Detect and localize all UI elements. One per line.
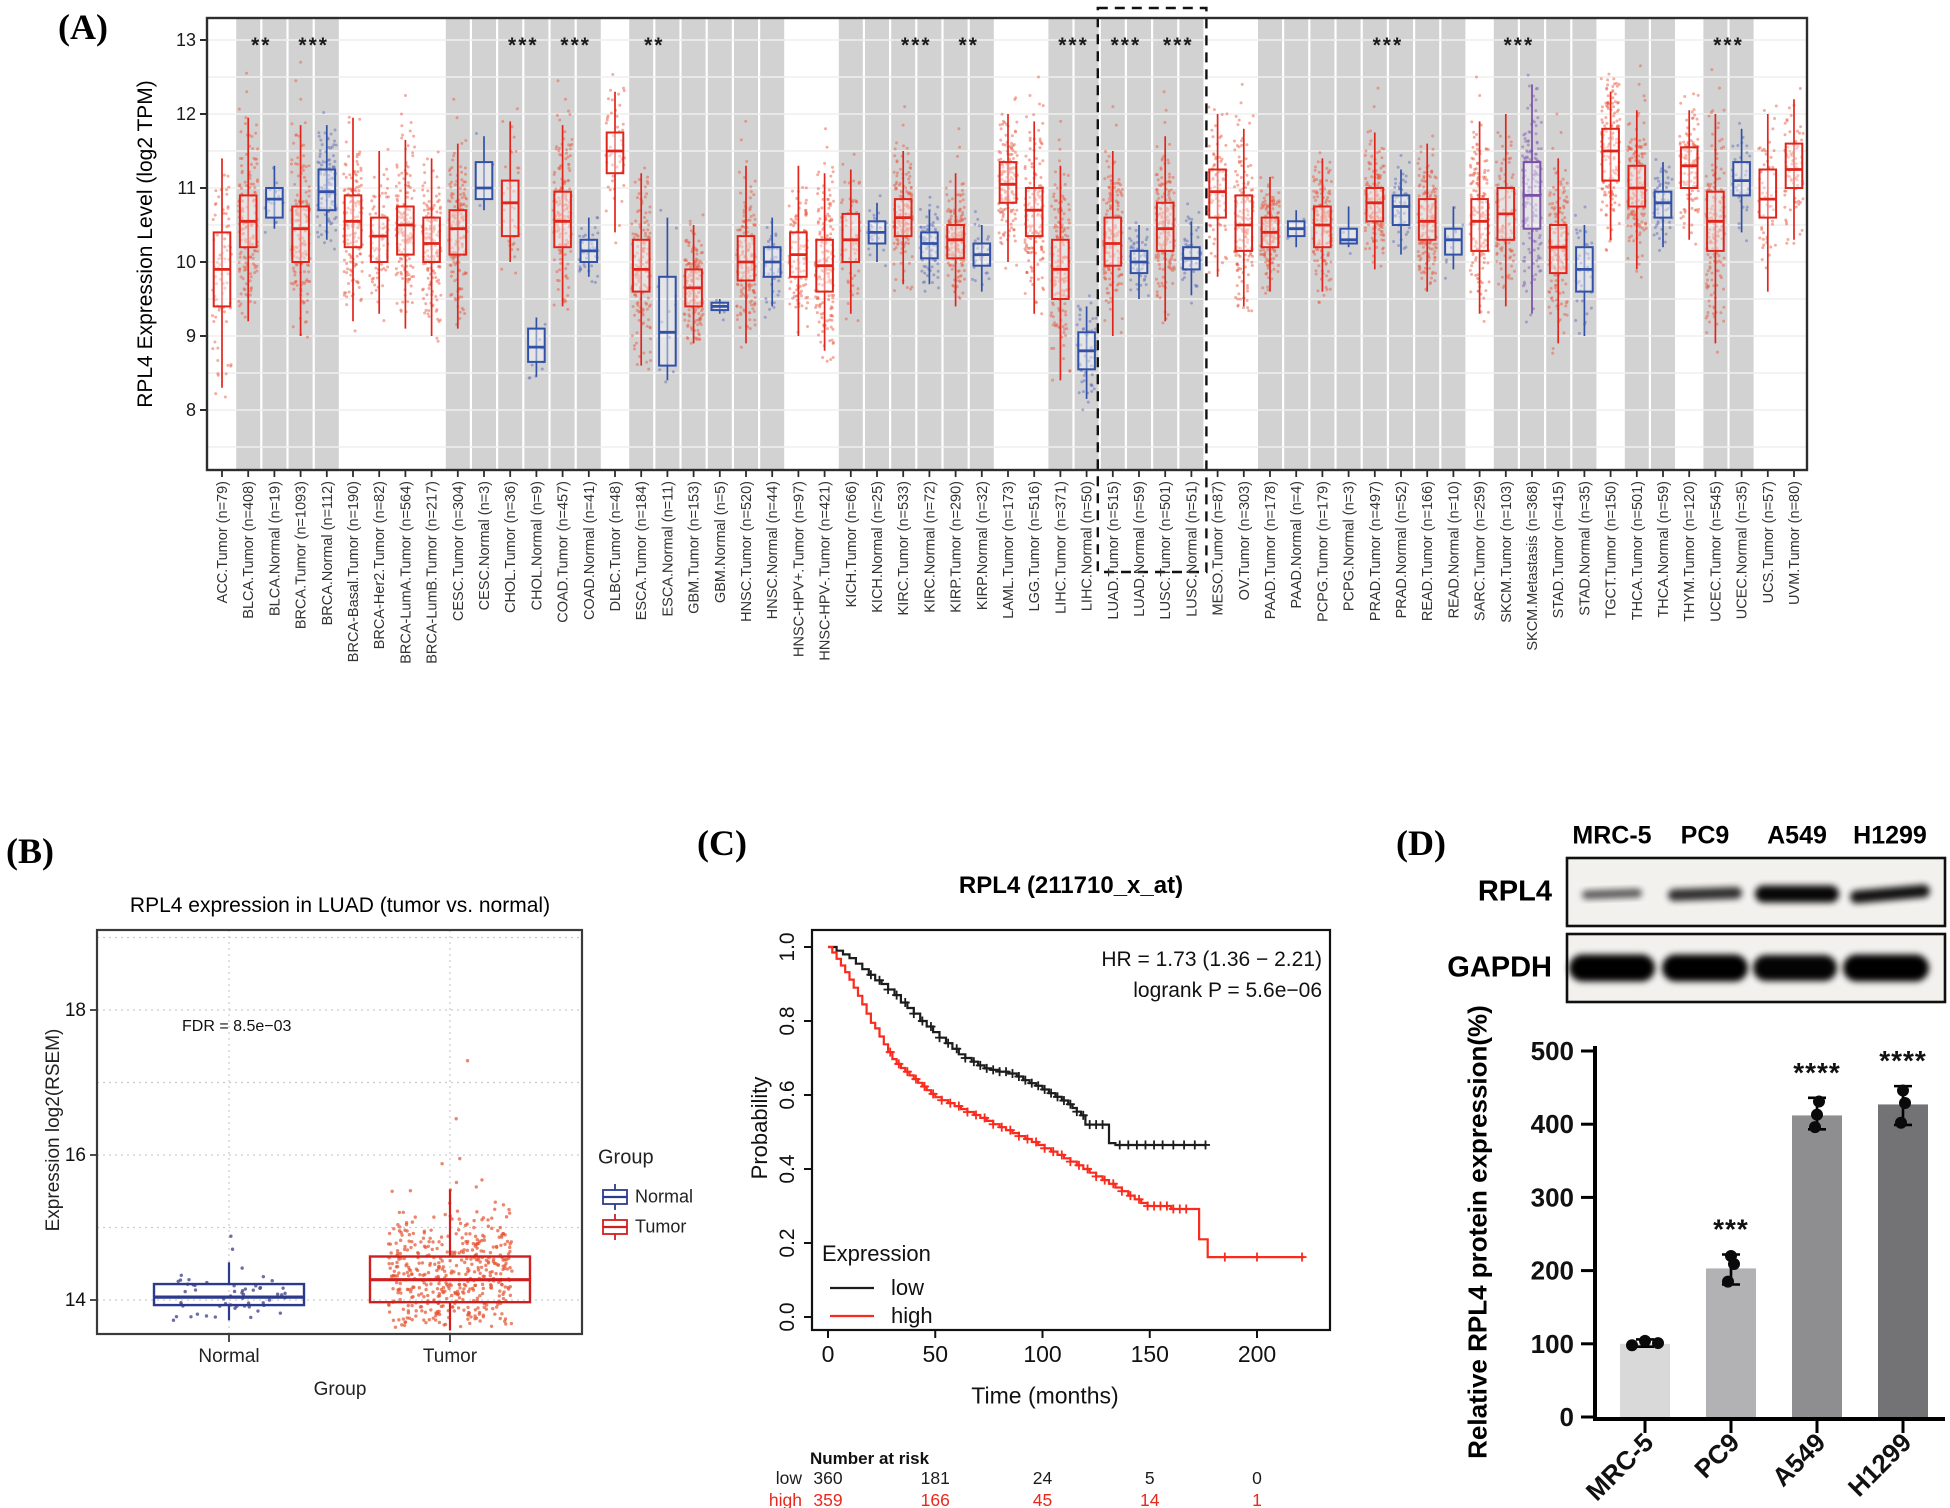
box-column-dots — [1547, 112, 1570, 355]
panel-c-x-axis-label: Time (months) — [971, 1382, 1119, 1409]
box-column-dots — [1206, 105, 1229, 275]
panel-c-risk-table-header: Number at risk — [810, 1449, 930, 1468]
panel-d-cell-line-a549: A549 — [1767, 821, 1827, 850]
panel-d-y-axis-label: Relative RPL4 protein expression(%) — [1462, 1005, 1493, 1459]
panel-b-x-axis-label: Group — [313, 1379, 367, 1400]
panel-c-legend-item-low: low — [891, 1275, 925, 1300]
box-column-dots — [500, 107, 521, 275]
panel-b-letter: (B) — [6, 831, 54, 871]
bar-a549 — [1792, 1115, 1842, 1417]
panel-b-y-axis-label: Expression log2(RSEM) — [43, 1028, 64, 1232]
box-column-dots — [839, 152, 862, 323]
panel-d-letter: (D) — [1396, 823, 1446, 863]
panel-a-plot: ** *** *** *** ** *** ** *** *** *** *** *** ***8910… — [176, 6, 1809, 664]
panel-b-title: RPL4 expression in LUAD (tumor vs. norma… — [129, 894, 551, 917]
box-column-dots — [237, 71, 260, 319]
panel-b-legend-item-normal: Normal — [635, 1186, 694, 1207]
panel-b-fdr-annotation: FDR = 8.5e−03 — [182, 1018, 292, 1035]
bar-pc9 — [1706, 1268, 1756, 1417]
panel-d-blot-label-gapdh: GAPDH — [1447, 951, 1552, 984]
panel-a-letter: (A) — [58, 7, 108, 47]
box-column-dots — [630, 166, 653, 371]
bar-h1299 — [1878, 1104, 1928, 1417]
panel-c-letter: (C) — [697, 823, 747, 863]
box-column-dots — [682, 213, 705, 345]
box-column-dots — [289, 60, 312, 339]
panel-c-logrank-annotation: logrank P = 5.6e−06 — [1133, 979, 1322, 1002]
panel-d-cell-line-mrc5: MRC-5 — [1572, 821, 1652, 850]
panel-d-cell-line-h1299: H1299 — [1853, 821, 1927, 850]
box-column-dots — [386, 1059, 514, 1329]
panel-c-hr-annotation: HR = 1.73 (1.36 − 2.21) — [1101, 948, 1322, 971]
panel-d-cell-line-pc9: PC9 — [1680, 821, 1730, 850]
panel-d-plot: 0100200300400500MRC-5***PC9****A549****H… — [1531, 856, 1947, 1506]
panel-c-y-axis-label: Probability — [747, 1076, 772, 1180]
panel-c-title: RPL4 (211710_x_at) — [958, 872, 1184, 899]
panel-a-y-axis-label: RPL4 Expression Level (log2 TPM) — [134, 80, 157, 408]
box-column-dots — [1101, 105, 1124, 335]
box-column-dots — [918, 195, 940, 293]
panel-c-legend-item-high: high — [891, 1303, 933, 1328]
bar-mrc-5 — [1620, 1343, 1670, 1417]
panel-c-legend-title: Expression — [822, 1241, 931, 1266]
box-column-dots — [1392, 154, 1411, 250]
box-column-dots — [527, 322, 547, 380]
panel-d-blot-label-rpl4: RPL4 — [1477, 875, 1552, 908]
panel-b-legend-item-tumor: Tumor — [635, 1216, 687, 1237]
panel-b-legend-title: Group — [598, 1146, 654, 1169]
